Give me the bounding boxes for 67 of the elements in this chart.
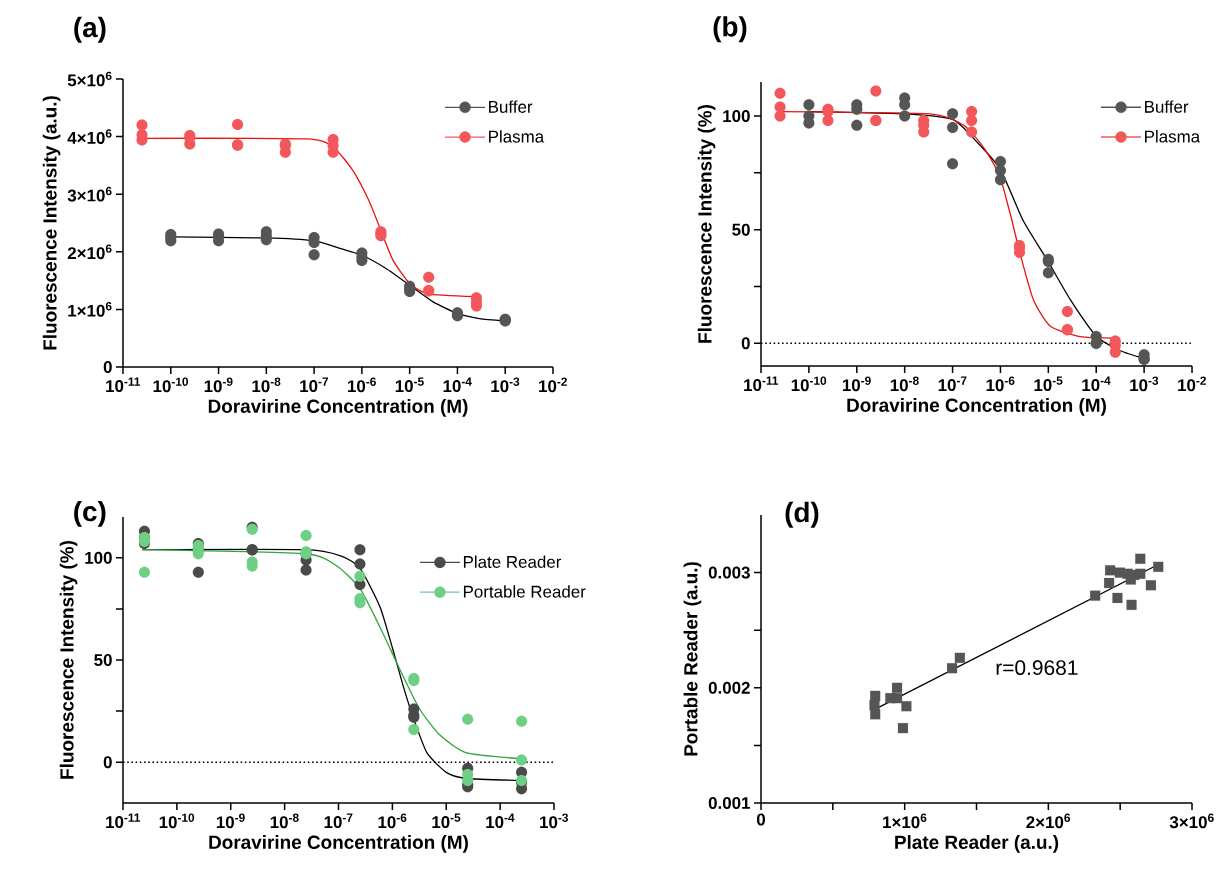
x-tick-label: 10$^{-11}$ xyxy=(106,377,141,393)
x-tick-label: 10$^{-2}$ xyxy=(1178,376,1206,392)
legend-label: Buffer xyxy=(489,100,533,113)
legend-label: Portable Reader xyxy=(463,585,586,598)
x-tick-label: 10$^{-6}$ xyxy=(378,813,407,829)
x-tick-label: 10$^{-10}$ xyxy=(159,813,195,829)
x-tick-label: 1×10$^{6}$ xyxy=(883,813,927,829)
x-tick-label: 2×10$^{6}$ xyxy=(1026,813,1071,829)
y-tick-label: 2×10$^{6}$ xyxy=(67,244,112,260)
y-axis-title: Portable Reader (a.u.) xyxy=(683,562,702,756)
x-tick-label: 10$^{-8}$ xyxy=(270,813,299,829)
x-tick-label: 0 xyxy=(756,813,766,826)
x-tick-label: 10$^{-6}$ xyxy=(348,377,376,393)
x-tick-label: 10$^{-10}$ xyxy=(153,377,189,393)
legend-label: Buffer xyxy=(1145,100,1189,113)
chart-title: (c) xyxy=(74,500,106,527)
legend-label: Plasma xyxy=(489,130,545,143)
x-tick-label: 10$^{-3}$ xyxy=(1130,376,1159,392)
y-tick-label: 0 xyxy=(741,337,750,350)
x-tick-label: 10$^{-11}$ xyxy=(744,376,779,392)
chart-title: (a) xyxy=(74,16,106,43)
x-tick-label: 10$^{-7}$ xyxy=(324,813,353,829)
x-tick-label: 10$^{-8}$ xyxy=(890,376,919,392)
x-tick-label: 10$^{-3}$ xyxy=(540,813,569,829)
y-tick-label: 4×10$^{6}$ xyxy=(67,129,112,144)
x-tick-label: 10$^{-7}$ xyxy=(938,376,967,392)
y-tick-label: 3×10$^{6}$ xyxy=(67,186,112,202)
legend-label: Plate Reader xyxy=(463,555,562,568)
x-tick-label: 3×10$^{6}$ xyxy=(1169,813,1214,829)
x-tick-label: 10$^{-11}$ xyxy=(106,813,141,829)
x-tick-label: 10$^{-9}$ xyxy=(842,376,871,392)
x-tick-label: 10$^{-3}$ xyxy=(491,377,520,393)
x-tick-label: 10$^{-2}$ xyxy=(539,377,567,393)
annotation: r=0.9681 xyxy=(996,660,1078,676)
x-tick-label: 10$^{-4}$ xyxy=(486,813,515,829)
chart-title: (d) xyxy=(785,501,819,528)
y-tick-label: 0 xyxy=(103,361,112,373)
x-tick-label: 10$^{-5}$ xyxy=(395,377,424,393)
y-tick-label: 5×10$^{6}$ xyxy=(67,71,112,87)
y-tick-label: 50 xyxy=(94,654,112,666)
x-tick-label: 10$^{-7}$ xyxy=(300,377,329,393)
y-tick-label: 0 xyxy=(103,756,112,769)
y-axis-title: Fluorescence Intensity (%) xyxy=(59,541,78,779)
x-tick-label: 10$^{-4}$ xyxy=(1082,376,1111,392)
y-axis-title: Fluorescence Intensity (a.u.) xyxy=(42,96,61,350)
x-tick-label: 10$^{-8}$ xyxy=(252,377,281,393)
x-tick-label: 10$^{-5}$ xyxy=(432,813,461,829)
y-tick-label: 0.003 xyxy=(708,566,750,579)
chart-title: (b) xyxy=(713,16,747,43)
x-tick-label: 10$^{-6}$ xyxy=(986,376,1015,392)
x-tick-label: 10$^{-4}$ xyxy=(443,377,472,393)
x-axis-title: Doravirine Concentration (M) xyxy=(209,835,468,853)
y-tick-label: 100 xyxy=(85,551,112,564)
x-tick-label: 10$^{-10}$ xyxy=(791,376,827,392)
y-tick-label: 1×10$^{6}$ xyxy=(68,302,112,317)
y-axis-title: Fluorescence Intensity (%) xyxy=(697,105,716,343)
x-axis-title: Plate Reader (a.u.) xyxy=(895,835,1059,853)
y-tick-label: 100 xyxy=(723,110,750,123)
x-tick-label: 10$^{-9}$ xyxy=(204,377,233,393)
x-tick-label: 10$^{-5}$ xyxy=(1034,376,1063,392)
x-tick-label: 10$^{-9}$ xyxy=(216,813,245,829)
y-tick-label: 0.001 xyxy=(708,797,751,809)
y-tick-label: 0.002 xyxy=(708,681,750,694)
x-axis-title: Doravirine Concentration (M) xyxy=(208,399,468,417)
legend-label: Plasma xyxy=(1145,130,1201,143)
x-axis-title: Doravirine Concentration (M) xyxy=(847,398,1106,416)
y-tick-label: 50 xyxy=(732,223,750,236)
